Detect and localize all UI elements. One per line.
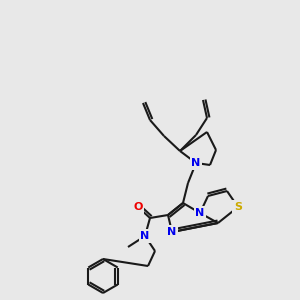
Text: N: N	[167, 227, 177, 237]
Text: N: N	[195, 208, 205, 218]
Text: O: O	[133, 202, 143, 212]
Text: N: N	[140, 231, 150, 241]
Text: N: N	[191, 158, 201, 168]
Text: S: S	[234, 202, 242, 212]
